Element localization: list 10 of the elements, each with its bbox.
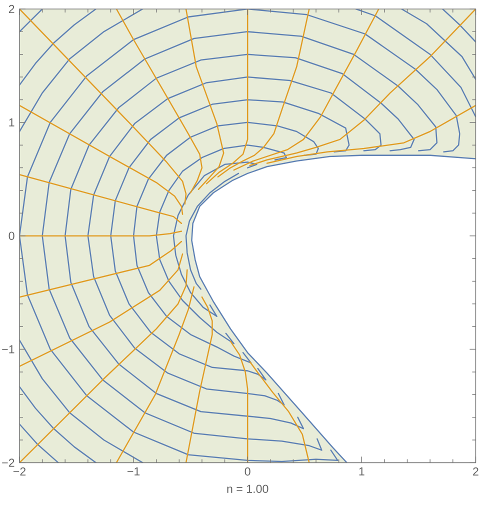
x-tick-label: 1 — [359, 467, 364, 476]
y-tick-label: 1 — [9, 118, 14, 126]
y-tick-label: 2 — [8, 4, 14, 14]
y-tick-label: 0 — [8, 232, 14, 240]
x-tick-label: −1 — [127, 467, 140, 476]
y-tick-label: −2 — [2, 458, 14, 467]
x-tick-label: 0 — [244, 467, 250, 476]
y-tick-label: −1 — [2, 345, 14, 354]
x-axis-title: n = 1.00 — [227, 484, 268, 493]
x-tick-label: 2 — [473, 467, 478, 476]
